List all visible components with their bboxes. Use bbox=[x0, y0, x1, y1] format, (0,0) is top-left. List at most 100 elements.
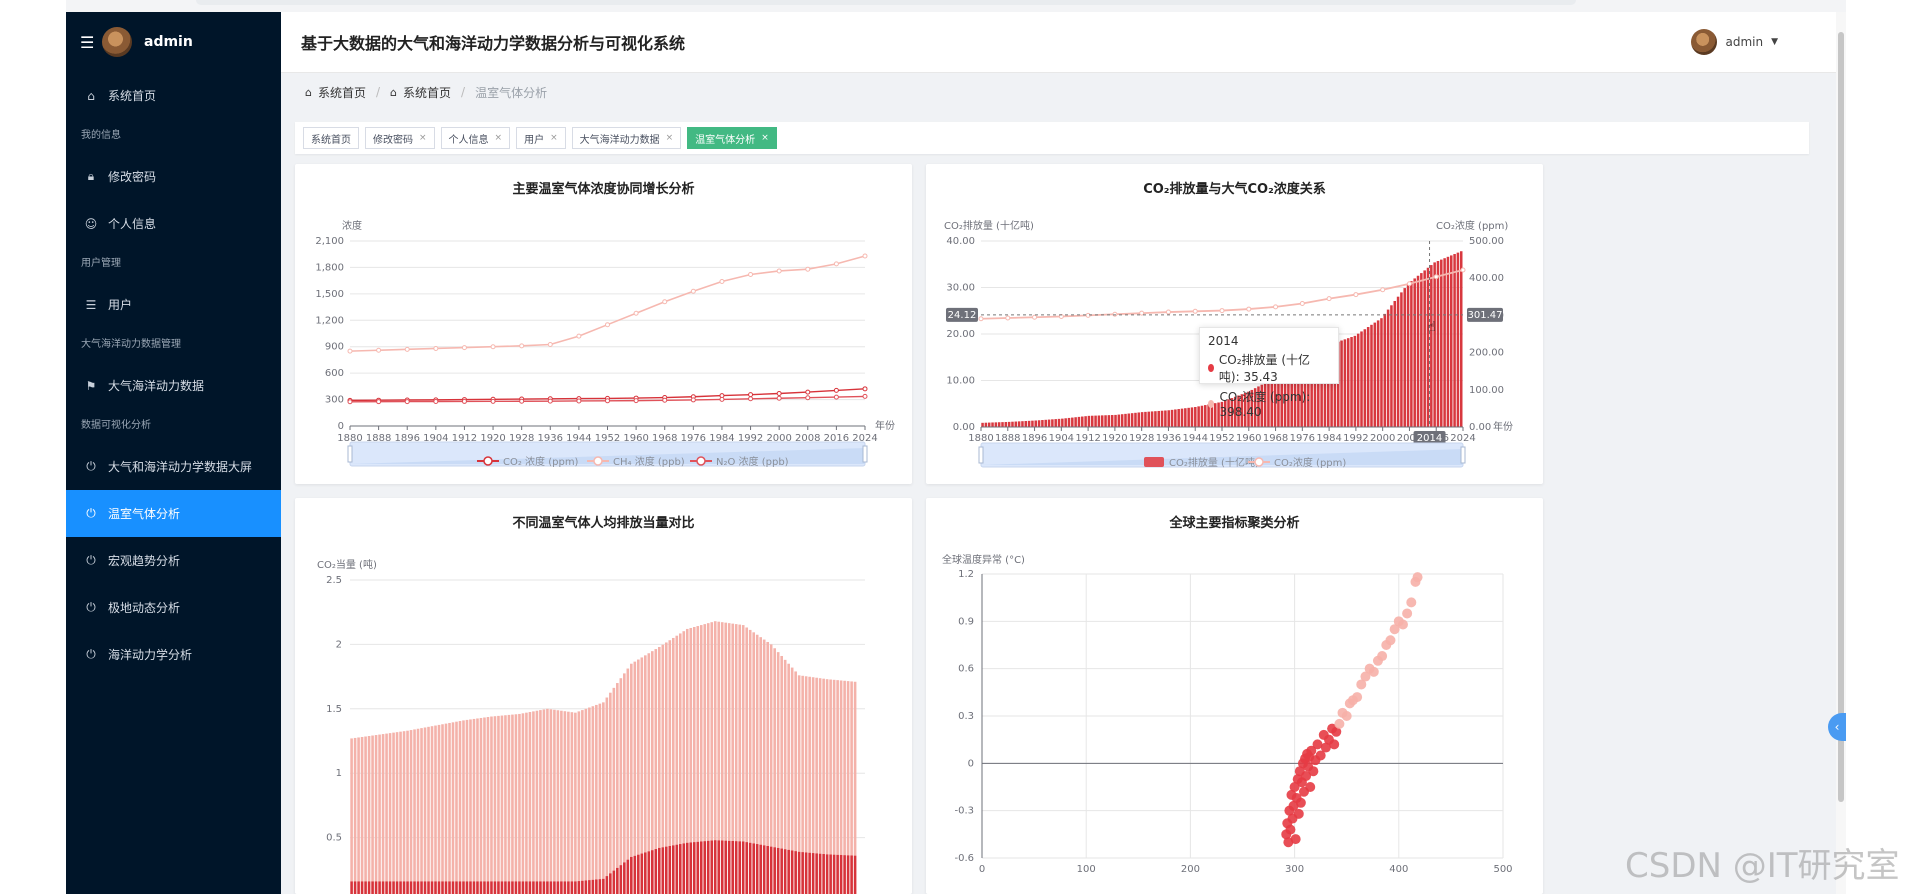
bar bbox=[1263, 382, 1267, 427]
close-icon[interactable]: × bbox=[761, 133, 769, 143]
bar-lower bbox=[657, 847, 661, 894]
bar bbox=[1071, 417, 1074, 427]
bar-upper bbox=[748, 629, 752, 843]
bar-upper bbox=[790, 667, 794, 851]
bar bbox=[1180, 408, 1184, 427]
bar-lower bbox=[385, 881, 388, 894]
bar-upper bbox=[619, 678, 623, 866]
sidebar-item[interactable]: ⏻ 温室气体分析 bbox=[66, 490, 281, 537]
breadcrumb-item[interactable]: 系统首页 bbox=[317, 85, 366, 100]
bar bbox=[1430, 265, 1433, 427]
y-axis-label: 全球温度异常 (°C) bbox=[942, 553, 1025, 566]
bar-lower bbox=[364, 881, 367, 894]
x-tick-label: 1960 bbox=[1236, 433, 1261, 444]
close-icon[interactable]: × bbox=[550, 133, 558, 143]
avatar[interactable] bbox=[102, 27, 132, 57]
bar-upper bbox=[675, 635, 679, 845]
bar bbox=[1157, 410, 1161, 427]
bar-lower bbox=[671, 845, 675, 894]
bar-upper bbox=[392, 732, 395, 882]
data-point bbox=[1085, 312, 1091, 318]
tag-item[interactable]: 系统首页 bbox=[303, 127, 359, 149]
y-tick-label: 1,500 bbox=[315, 289, 344, 300]
data-point bbox=[576, 333, 582, 339]
tag-label: 用户 bbox=[524, 134, 545, 146]
bar bbox=[1114, 414, 1117, 427]
close-icon[interactable]: × bbox=[494, 133, 503, 143]
sidebar-item[interactable]: ⌂ 系统首页 bbox=[66, 72, 281, 119]
bar bbox=[1297, 362, 1300, 427]
tag-item[interactable]: 用户 × bbox=[516, 127, 566, 149]
breadcrumb-item[interactable]: 系统首页 bbox=[403, 85, 452, 100]
sidebar-item[interactable]: ⏻ 海洋动力学分析 bbox=[66, 631, 281, 678]
bar bbox=[1087, 415, 1091, 427]
tag-item[interactable]: 大气海洋动力数据 × bbox=[571, 127, 682, 149]
y-tick-label: 2 bbox=[336, 639, 342, 650]
power-icon: ⏻ bbox=[86, 647, 96, 661]
y2-axis-label: CO₂浓度 (ppm) bbox=[1436, 219, 1508, 232]
sidebar-item[interactable]: ☺ 个人信息 bbox=[66, 200, 281, 247]
tag-item[interactable]: 温室气体分析 × bbox=[687, 127, 777, 149]
scatter-point bbox=[1368, 666, 1379, 677]
bar-upper bbox=[713, 621, 717, 841]
bar bbox=[1420, 273, 1423, 427]
user-dropdown[interactable]: admin ▼ bbox=[1691, 29, 1778, 55]
x-tick-label: 1936 bbox=[1156, 433, 1181, 444]
bar-upper bbox=[752, 632, 755, 844]
bar-upper bbox=[556, 710, 560, 882]
y-tick-label: 1 bbox=[336, 768, 342, 779]
data-point bbox=[605, 398, 610, 404]
bar bbox=[1250, 389, 1254, 427]
sidebar-item[interactable]: ⏻ 极地动态分析 bbox=[66, 584, 281, 631]
bar-upper bbox=[832, 679, 836, 855]
data-point bbox=[376, 347, 382, 353]
bar-upper bbox=[699, 625, 703, 842]
bar-upper bbox=[598, 703, 602, 880]
data-point bbox=[461, 398, 467, 404]
scatter-point bbox=[1289, 782, 1300, 792]
bar-upper bbox=[504, 715, 507, 882]
bar-upper bbox=[458, 721, 462, 882]
bar-lower bbox=[497, 881, 500, 894]
tag-item[interactable]: 修改密码 × bbox=[365, 127, 435, 149]
sidebar-item[interactable]: ⏻ 宏观趋势分析 bbox=[66, 537, 281, 584]
bar-lower bbox=[563, 881, 567, 894]
bar-lower bbox=[577, 881, 581, 894]
bar bbox=[1184, 408, 1187, 427]
bar-lower bbox=[696, 841, 700, 894]
bar-lower bbox=[465, 881, 469, 894]
tag-item[interactable]: 个人信息 × bbox=[440, 127, 511, 149]
sidebar-item[interactable]: ☰ 用户 bbox=[66, 281, 281, 328]
data-point bbox=[633, 310, 639, 316]
data-point bbox=[776, 390, 782, 396]
bar-upper bbox=[724, 622, 728, 841]
sidebar-item[interactable]: 🔒︎ 修改密码 bbox=[66, 153, 281, 200]
bar-lower bbox=[769, 846, 773, 894]
page-scrollbar[interactable] bbox=[1836, 12, 1846, 894]
bar-upper bbox=[703, 624, 707, 842]
bar-lower bbox=[388, 881, 392, 894]
tags-view: 系统首页 修改密码 × 个人信息 × 用户 × 大气海洋动力数据 × 温室气体分析 × bbox=[295, 122, 1809, 154]
data-point bbox=[1005, 315, 1011, 321]
data-point bbox=[690, 397, 696, 403]
close-icon[interactable]: × bbox=[419, 133, 427, 143]
x-tick-label: 1904 bbox=[423, 433, 448, 444]
bar bbox=[1270, 379, 1274, 427]
collapse-arrow-icon[interactable]: ‹ bbox=[1828, 713, 1846, 741]
y2-tick-label: 100.00 bbox=[1469, 385, 1504, 396]
x-tick-label: 1904 bbox=[1049, 433, 1074, 444]
sidebar-item[interactable]: ⚑ 大气海洋动力数据 bbox=[66, 362, 281, 409]
sidebar-item[interactable]: ⏻ 大气和海洋动力学数据大屏 bbox=[66, 443, 281, 490]
data-point bbox=[1165, 309, 1171, 315]
x-tick-label: 1992 bbox=[738, 433, 763, 444]
axis-pointer-label-bg bbox=[1413, 431, 1446, 445]
bar bbox=[1134, 412, 1137, 427]
bar bbox=[1084, 416, 1087, 427]
bar-lower bbox=[420, 881, 423, 894]
scrollbar-thumb[interactable] bbox=[1838, 32, 1844, 802]
bar bbox=[1077, 416, 1081, 427]
close-icon[interactable]: × bbox=[665, 133, 674, 143]
menu-toggle-icon[interactable]: ☰ bbox=[80, 32, 95, 52]
bar bbox=[1253, 388, 1257, 427]
data-point bbox=[662, 397, 668, 403]
